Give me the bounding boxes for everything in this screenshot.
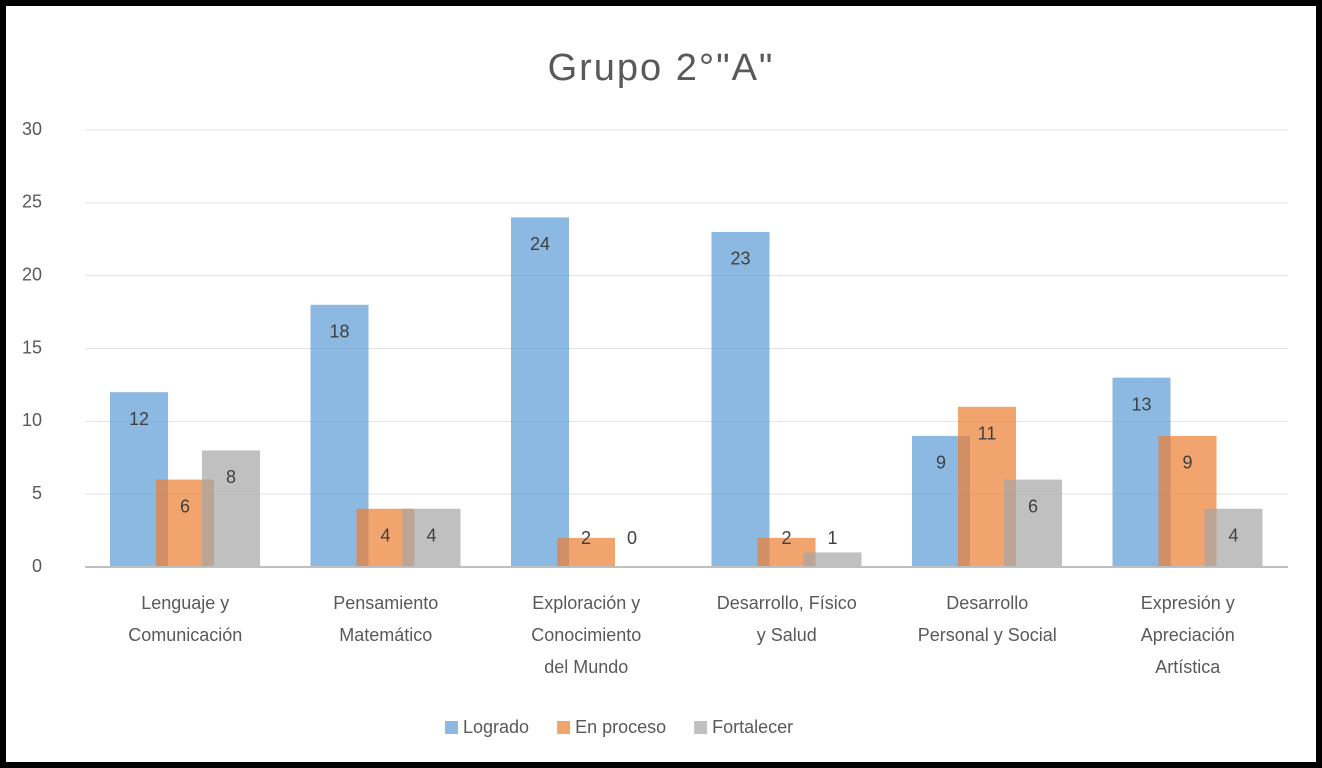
data-label: 2 — [581, 528, 591, 548]
x-tick-label: Artística — [1155, 657, 1221, 677]
data-label: 6 — [1028, 496, 1038, 516]
data-label: 13 — [1131, 394, 1151, 414]
y-tick-label: 0 — [32, 556, 42, 576]
legend-label: Fortalecer — [712, 717, 793, 737]
y-tick-label: 30 — [22, 119, 42, 139]
data-label: 12 — [129, 409, 149, 429]
legend-label: Logrado — [463, 717, 529, 737]
data-label: 24 — [530, 234, 550, 254]
data-label: 11 — [978, 424, 997, 444]
data-label: 2 — [781, 528, 791, 548]
bar — [1004, 479, 1062, 567]
bar — [557, 537, 615, 567]
data-label: 4 — [426, 525, 436, 545]
x-tick-label: Expresión y — [1141, 593, 1235, 613]
x-tick-label: Desarrollo — [946, 593, 1028, 613]
bar — [711, 231, 770, 567]
x-tick-label: Conocimiento — [531, 625, 641, 645]
data-label: 9 — [1182, 453, 1192, 473]
bar — [202, 450, 260, 567]
x-tick-label: Desarrollo, Físico — [717, 593, 857, 613]
data-label: 9 — [936, 453, 946, 473]
y-tick-label: 5 — [32, 483, 42, 503]
bar — [402, 508, 461, 567]
data-label: 1 — [827, 528, 837, 548]
x-tick-label: Comunicación — [128, 625, 242, 645]
bar — [803, 552, 862, 567]
x-tick-label: Matemático — [339, 625, 432, 645]
chart-title: Grupo 2°"A" — [548, 47, 775, 89]
x-tick-label: Exploración y — [532, 593, 640, 613]
data-label: 8 — [226, 467, 236, 487]
x-tick-label: Pensamiento — [333, 593, 438, 613]
x-tick-label: del Mundo — [544, 657, 628, 677]
data-label: 0 — [627, 528, 637, 548]
data-label: 23 — [730, 249, 750, 269]
legend-swatch — [694, 721, 708, 734]
x-tick-label: Lenguaje y — [141, 593, 229, 613]
y-tick-label: 10 — [22, 410, 42, 430]
y-tick-label: 25 — [22, 192, 42, 212]
data-label: 4 — [380, 525, 390, 545]
data-label: 18 — [329, 322, 349, 342]
bar — [511, 217, 569, 567]
data-label: 4 — [1228, 525, 1238, 545]
legend-label: En proceso — [575, 717, 666, 737]
legend-swatch — [445, 721, 458, 734]
y-tick-label: 15 — [22, 337, 42, 357]
x-tick-label: y Salud — [757, 625, 817, 645]
x-tick-label: Apreciación — [1141, 625, 1235, 645]
data-label: 6 — [180, 496, 190, 516]
bar — [1204, 508, 1263, 567]
y-tick-label: 20 — [22, 264, 42, 284]
legend-swatch — [557, 721, 571, 734]
x-tick-label: Personal y Social — [918, 625, 1057, 645]
